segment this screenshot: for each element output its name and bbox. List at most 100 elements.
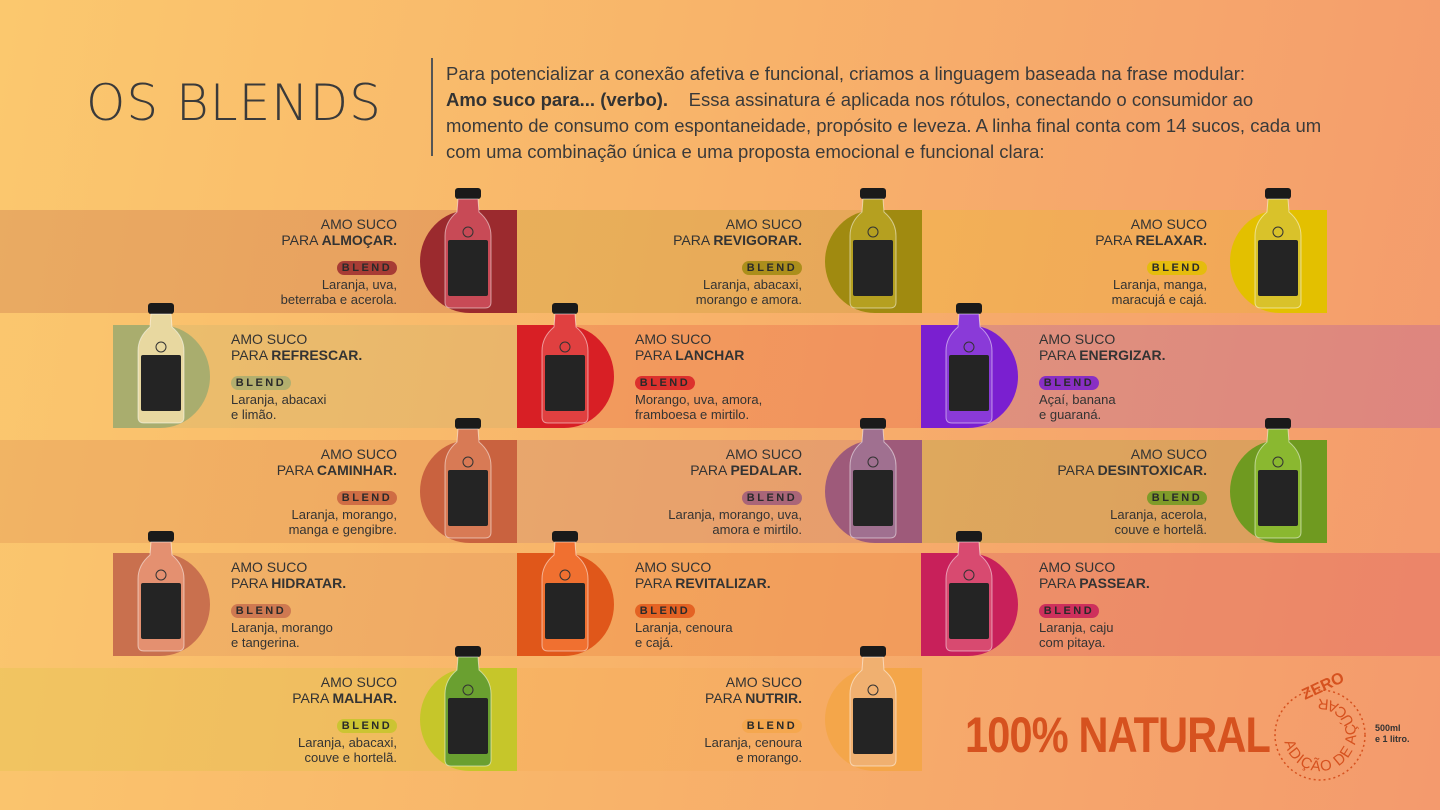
blend-ingredient: e cajá. (635, 635, 673, 650)
blend-ingredient: Laranja, morango, uva, (668, 507, 802, 522)
blend-badge (635, 604, 695, 618)
blend-ingredient: e tangerina. (231, 635, 300, 650)
blend-line1: AMO SUCO (1039, 559, 1115, 575)
bottle-label (141, 583, 181, 639)
blend-line1: AMO SUCO (321, 674, 397, 690)
blend-badge (742, 261, 802, 275)
blend-ingredient: framboesa e mirtilo. (635, 407, 749, 422)
bottle-logo (462, 226, 474, 238)
intro-bold: Amo suco para... (verbo). (446, 89, 669, 110)
blend-badge-text: BLEND (1044, 377, 1094, 389)
blend-badge (1039, 376, 1099, 390)
blend-line2: PARA REVIGORAR. (673, 232, 802, 248)
blend-line1: AMO SUCO (1039, 331, 1115, 347)
blend-prefix: PARA (690, 462, 728, 478)
blend-line2: PARA NUTRIR. (705, 690, 802, 706)
blend-verb: ALMOÇAR. (322, 232, 397, 248)
bottle-label (545, 355, 585, 411)
sizes: e 1 litro. (1375, 734, 1410, 744)
blend-badge-text: BLEND (342, 720, 392, 732)
blend-prefix: PARA (281, 232, 319, 248)
bottle-cap (552, 531, 578, 542)
blend-badge (231, 376, 291, 390)
blend-line2: PARA RELAXAR. (1095, 232, 1207, 248)
blend-line2: PARA MALHAR. (292, 690, 397, 706)
blend-line1: AMO SUCO (635, 331, 711, 347)
bottle-label (853, 240, 893, 296)
bottle-cap (1265, 418, 1291, 429)
bottle-cap (455, 646, 481, 657)
bottle-label (853, 470, 893, 526)
blend-verb: REVITALIZAR. (675, 575, 770, 591)
blend-line2: PARA DESINTOXICAR. (1057, 462, 1207, 478)
blend-line1: AMO SUCO (1131, 216, 1207, 232)
bottle-logo (559, 569, 571, 581)
blend-line1: AMO SUCO (635, 559, 711, 575)
blend-badge-text: BLEND (747, 262, 797, 274)
blend-prefix: PARA (1039, 575, 1077, 591)
bottle-logo (867, 226, 879, 238)
blend-ingredient: Açaí, banana (1039, 392, 1116, 407)
bottle-cap (455, 188, 481, 199)
blend-ingredient: Laranja, cenoura (704, 735, 802, 750)
blend-badge-text: BLEND (342, 492, 392, 504)
blend-ingredient: maracujá e cajá. (1112, 292, 1207, 307)
blend-ingredient: Laranja, manga, (1113, 277, 1207, 292)
blend-line2: PARA PASSEAR. (1039, 575, 1150, 591)
blend-ingredient: e morango. (736, 750, 802, 765)
blend-prefix: PARA (277, 462, 315, 478)
blend-ingredient: beterraba e acerola. (281, 292, 397, 307)
bottle-logo (963, 341, 975, 353)
blend-line1: AMO SUCO (726, 446, 802, 462)
blend-verb: LANCHAR (675, 347, 744, 363)
blend-ingredient: Laranja, abacaxi, (703, 277, 802, 292)
blend-line2: PARA CAMINHAR. (277, 462, 397, 478)
blend-badge (1039, 604, 1099, 618)
divider (431, 58, 433, 156)
blend-line1: AMO SUCO (321, 216, 397, 232)
blend-badge-text: BLEND (747, 492, 797, 504)
bottle-cap (455, 418, 481, 429)
bottle-cap (148, 531, 174, 542)
blend-ingredient: e limão. (231, 407, 277, 422)
blend-verb: MALHAR. (332, 690, 397, 706)
blend-verb: REFRESCAR. (271, 347, 362, 363)
blend-ingredient: Laranja, uva, (322, 277, 397, 292)
blend-prefix: PARA (635, 347, 673, 363)
sizes: 500ml (1375, 723, 1401, 733)
bottle-label (448, 470, 488, 526)
blend-badge-text: BLEND (1152, 262, 1202, 274)
blend-ingredient: couve e hortelã. (1114, 522, 1207, 537)
bottle-label (1258, 240, 1298, 296)
bottle-label (1258, 470, 1298, 526)
blend-badge-text: BLEND (747, 720, 797, 732)
blend-ingredient: Laranja, morango (231, 620, 333, 635)
blend-line1: AMO SUCO (726, 674, 802, 690)
blend-verb: ENERGIZAR. (1079, 347, 1165, 363)
blend-ingredient: couve e hortelã. (304, 750, 397, 765)
blend-line1: AMO SUCO (231, 559, 307, 575)
bottle-cap (956, 531, 982, 542)
bottle-logo (462, 684, 474, 696)
blend-line2: PARA ALMOÇAR. (281, 232, 397, 248)
bottle-logo (559, 341, 571, 353)
blend-line1: AMO SUCO (321, 446, 397, 462)
bottle-cap (860, 646, 886, 657)
blend-badge (635, 376, 695, 390)
bottle-logo (867, 456, 879, 468)
blend-prefix: PARA (705, 690, 743, 706)
blend-verb: RELAXAR. (1135, 232, 1207, 248)
bottle-cap (1265, 188, 1291, 199)
blend-badge-text: BLEND (1044, 605, 1094, 617)
blend-prefix: PARA (1057, 462, 1095, 478)
blend-prefix: PARA (1095, 232, 1133, 248)
blend-badge (337, 261, 397, 275)
blend-line2: PARA PEDALAR. (690, 462, 802, 478)
blend-ingredient: morango e amora. (696, 292, 802, 307)
blend-line1: AMO SUCO (231, 331, 307, 347)
blend-ingredient: e guaraná. (1039, 407, 1101, 422)
blend-ingredient: manga e gengibre. (289, 522, 397, 537)
bottle-cap (956, 303, 982, 314)
blend-verb: NUTRIR. (745, 690, 802, 706)
